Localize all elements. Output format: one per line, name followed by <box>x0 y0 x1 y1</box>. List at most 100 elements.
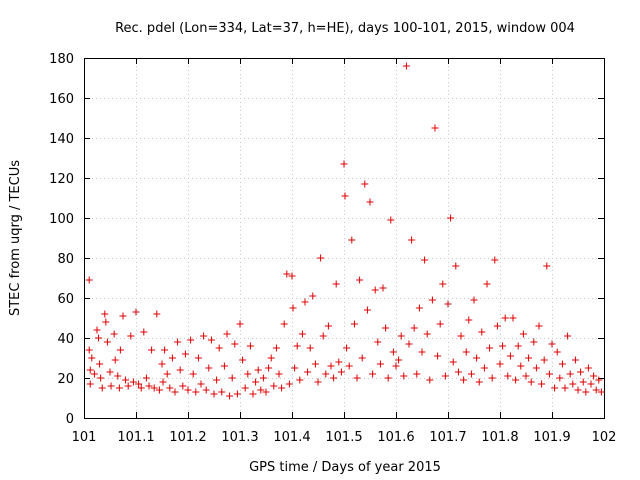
data-point <box>397 332 405 340</box>
data-point <box>517 362 525 370</box>
data-point <box>426 376 434 384</box>
data-point <box>142 374 150 382</box>
data-point <box>493 322 501 330</box>
data-point <box>384 374 392 382</box>
data-point <box>376 360 384 368</box>
data-point <box>270 382 278 390</box>
data-point <box>115 384 123 392</box>
data-point <box>488 374 496 382</box>
data-point <box>166 384 174 392</box>
data-point <box>538 380 546 388</box>
x-tick-label: 101.3 <box>221 430 258 445</box>
data-point <box>239 356 247 364</box>
data-point <box>522 372 530 380</box>
data-point <box>298 330 306 338</box>
data-point <box>460 376 468 384</box>
data-point <box>491 256 499 264</box>
data-point <box>569 380 577 388</box>
y-tick-label: 180 <box>49 52 74 67</box>
data-point <box>85 276 93 284</box>
data-point <box>597 388 605 396</box>
data-point <box>423 330 431 338</box>
data-point <box>159 378 167 386</box>
data-point <box>392 362 400 370</box>
data-point <box>231 340 239 348</box>
data-point <box>410 324 418 332</box>
x-tick-label: 101.1 <box>117 430 154 445</box>
data-point <box>509 314 517 322</box>
data-point <box>145 382 153 390</box>
data-point <box>189 370 197 378</box>
data-point <box>374 338 382 346</box>
data-point <box>486 344 494 352</box>
data-point <box>350 320 358 328</box>
data-point <box>506 352 514 360</box>
data-point <box>540 356 548 364</box>
data-point <box>465 316 473 324</box>
data-point <box>246 342 254 350</box>
data-point <box>88 354 96 362</box>
data-point <box>408 236 416 244</box>
data-point <box>317 254 325 262</box>
data-point <box>280 320 288 328</box>
data-point <box>595 376 603 384</box>
data-point <box>228 374 236 382</box>
data-point <box>454 368 462 376</box>
x-tick-label: 101.5 <box>325 430 362 445</box>
data-point <box>431 124 439 132</box>
data-point <box>441 372 449 380</box>
data-point <box>449 358 457 366</box>
data-point <box>97 374 105 382</box>
data-point <box>275 370 283 378</box>
data-point <box>244 370 252 378</box>
data-point <box>348 236 356 244</box>
data-point <box>293 342 301 350</box>
data-point <box>163 370 171 378</box>
data-point <box>514 342 522 350</box>
data-point <box>111 356 119 364</box>
data-point <box>551 384 559 392</box>
data-point <box>564 332 572 340</box>
data-point <box>366 198 374 206</box>
y-tick-label: 0 <box>66 412 74 427</box>
data-point <box>249 390 257 398</box>
data-point <box>202 386 210 394</box>
data-point <box>278 384 286 392</box>
data-point <box>382 324 390 332</box>
data-point <box>527 378 535 386</box>
data-point <box>174 338 182 346</box>
data-point <box>148 346 156 354</box>
y-tick-label: 120 <box>49 172 74 187</box>
data-point <box>210 390 218 398</box>
data-point <box>371 286 379 294</box>
data-point <box>220 362 228 370</box>
data-point <box>179 382 187 390</box>
data-point <box>345 362 353 370</box>
data-point <box>103 338 111 346</box>
data-point <box>452 262 460 270</box>
data-point <box>590 372 598 380</box>
data-point <box>314 378 322 386</box>
data-point <box>171 388 179 396</box>
data-point <box>106 368 114 376</box>
data-point <box>213 376 221 384</box>
data-point <box>395 356 403 364</box>
data-point <box>561 384 569 392</box>
x-tick-label: 101.8 <box>481 430 518 445</box>
data-point <box>207 336 215 344</box>
data-point <box>101 310 109 318</box>
x-tick-label: 101.2 <box>169 430 206 445</box>
data-point <box>95 334 103 342</box>
x-tick-label: 101 <box>72 430 97 445</box>
data-point <box>184 386 192 394</box>
data-point <box>428 296 436 304</box>
data-point <box>135 380 143 388</box>
data-point <box>480 364 488 372</box>
data-point <box>582 388 590 396</box>
data-point <box>353 374 361 382</box>
data-point <box>327 362 335 370</box>
x-axis-label: GPS time / Days of year 2015 <box>249 460 441 475</box>
data-point <box>341 192 349 200</box>
data-point <box>226 392 234 400</box>
data-point <box>444 300 452 308</box>
